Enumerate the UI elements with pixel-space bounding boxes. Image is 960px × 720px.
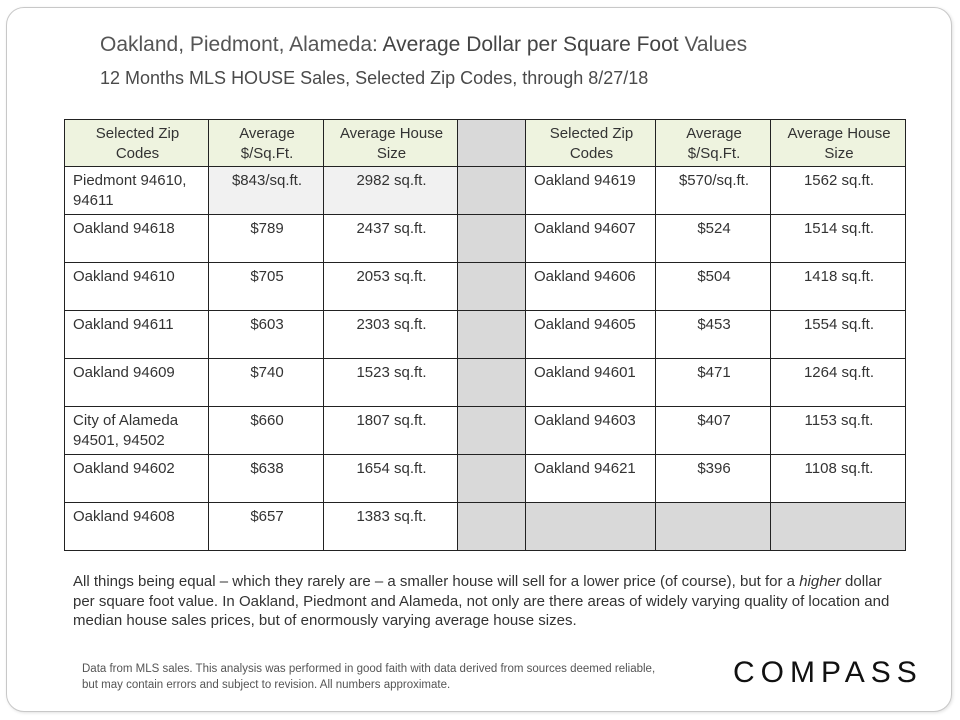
spacer-cell [457,310,526,359]
ppsf-cell: $740 [208,358,324,407]
size-cell: 1807 sq.ft. [323,406,458,455]
size-cell: 1108 sq.ft. [770,454,906,503]
note-part-1: All things being equal – which they rare… [73,573,800,590]
size-cell: 1562 sq.ft. [770,166,906,215]
spacer-cell [457,358,526,407]
ppsf-cell: $660 [208,406,324,455]
spacer-cell [457,502,526,551]
size-cell: 1383 sq.ft. [323,502,458,551]
explanation-note: All things being equal – which they rare… [73,572,903,631]
size-cell: 2437 sq.ft. [323,214,458,263]
subtitle-part-2: HOUSE [231,68,296,88]
table-header-row: Selected Zip Codes Average $/Sq.Ft. Aver… [64,119,906,167]
compass-logo: COMPASS [733,656,923,689]
zip-code-table: Selected Zip Codes Average $/Sq.Ft. Aver… [64,119,906,551]
ppsf-cell: $407 [655,406,771,455]
size-cell: 1654 sq.ft. [323,454,458,503]
ppsf-cell: $638 [208,454,324,503]
zip-cell: Oakland 94605 [525,310,656,359]
spacer-column [457,119,526,167]
zip-cell: Oakland 94609 [64,358,209,407]
empty-cell [525,502,656,551]
subtitle-part-1: 12 Months MLS [100,68,232,88]
table-row: Oakland 94611 $603 2303 sq.ft. Oakland 9460… [64,310,906,359]
zip-cell: Oakland 94618 [64,214,209,263]
zip-cell: Oakland 94607 [525,214,656,263]
size-cell: 1554 sq.ft. [770,310,906,359]
table-row: Oakland 94602 $638 1654 sq.ft. Oakland 9462… [64,454,906,503]
zip-cell: Oakland 94606 [525,262,656,311]
zip-cell: Oakland 94619 [525,166,656,215]
spacer-cell [457,214,526,263]
subtitle-part-3: Sales, Selected Zip Codes, through 8/27/… [295,68,649,88]
page-title: Oakland, Piedmont, Alameda: Average Doll… [100,33,747,57]
size-cell: 2053 sq.ft. [323,262,458,311]
ppsf-cell: $570/sq.ft. [655,166,771,215]
zip-cell: Oakland 94621 [525,454,656,503]
zip-cell: Oakland 94602 [64,454,209,503]
title-part-2: Average Dollar per Square Foot [382,33,679,56]
ppsf-cell: $657 [208,502,324,551]
empty-cell [655,502,771,551]
title-part-1: Oakland, Piedmont, Alameda: [100,33,383,56]
ppsf-cell: $603 [208,310,324,359]
ppsf-cell: $453 [655,310,771,359]
size-cell: 1264 sq.ft. [770,358,906,407]
table-row: Oakland 94608 $657 1383 sq.ft. [64,502,906,551]
header-zip-left: Selected Zip Codes [64,119,209,167]
size-cell: 1418 sq.ft. [770,262,906,311]
spacer-cell [457,454,526,503]
ppsf-cell: $396 [655,454,771,503]
disclaimer-footer: Data from MLS sales. This analysis was p… [82,663,656,691]
zip-cell: City of Alameda 94501, 94502 [64,406,209,455]
ppsf-cell: $504 [655,262,771,311]
header-size-right: Average House Size [770,119,906,167]
zip-cell: Oakland 94608 [64,502,209,551]
header-zip-right: Selected Zip Codes [525,119,656,167]
empty-cell [770,502,906,551]
header-size-left: Average House Size [323,119,458,167]
zip-cell: Oakland 94601 [525,358,656,407]
size-cell: 2982 sq.ft. [323,166,458,215]
page-subtitle: 12 Months MLS HOUSE Sales, Selected Zip … [100,68,648,89]
ppsf-cell: $471 [655,358,771,407]
header-ppsf-left: Average $/Sq.Ft. [208,119,324,167]
zip-cell: Piedmont 94610, 94611 [64,166,209,215]
table-row: Oakland 94618 $789 2437 sq.ft. Oakland 9460… [64,214,906,263]
spacer-cell [457,406,526,455]
note-italic: higher [799,573,841,590]
size-cell: 2303 sq.ft. [323,310,458,359]
size-cell: 1153 sq.ft. [770,406,906,455]
table-row: City of Alameda 94501, 94502 $660 1807 sq.… [64,406,906,455]
table-row: Oakland 94610 $705 2053 sq.ft. Oakland 9460… [64,262,906,311]
zip-cell: Oakland 94611 [64,310,209,359]
table-row: Piedmont 94610, 94611 $843/sq.ft. 2982 sq.… [64,166,906,215]
header-ppsf-right: Average $/Sq.Ft. [655,119,771,167]
ppsf-cell: $705 [208,262,324,311]
size-cell: 1514 sq.ft. [770,214,906,263]
title-part-3: Values [678,33,748,56]
ppsf-cell: $524 [655,214,771,263]
spacer-cell [457,166,526,215]
zip-cell: Oakland 94603 [525,406,656,455]
spacer-cell [457,262,526,311]
zip-cell: Oakland 94610 [64,262,209,311]
ppsf-cell: $843/sq.ft. [208,166,324,215]
table-row: Oakland 94609 $740 1523 sq.ft. Oakland 9460… [64,358,906,407]
size-cell: 1523 sq.ft. [323,358,458,407]
ppsf-cell: $789 [208,214,324,263]
note-part-2: dollar per square foot value. In Oakland… [73,573,890,629]
